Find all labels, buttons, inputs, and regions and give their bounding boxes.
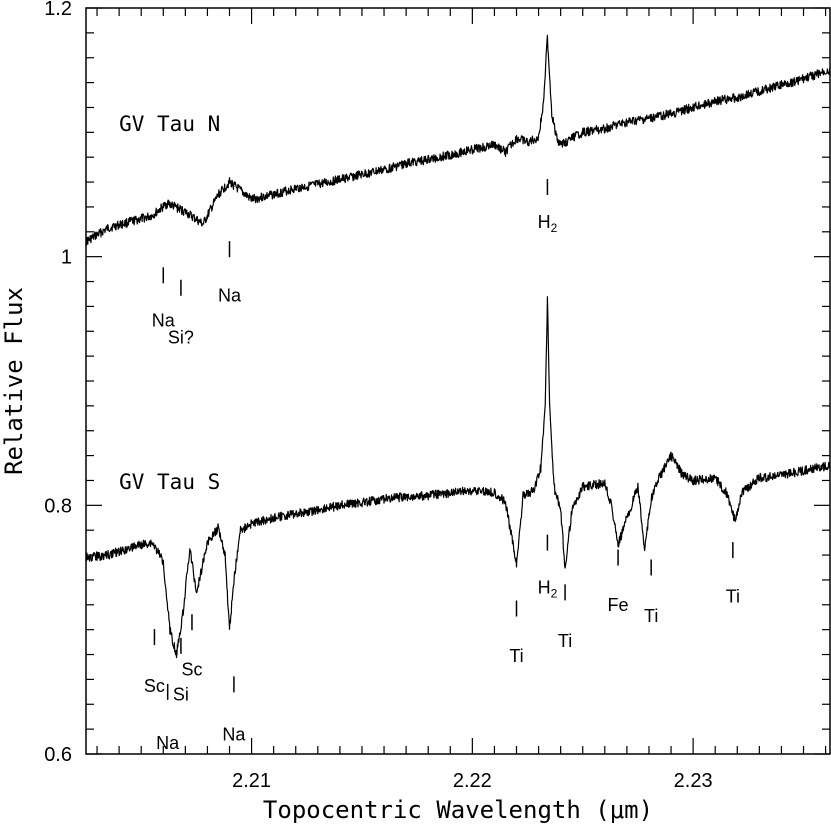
spectra bbox=[85, 34, 831, 659]
x-tick-label: 2.23 bbox=[674, 770, 713, 792]
line-id-label: Sc bbox=[144, 676, 165, 696]
line-id-label: Si bbox=[173, 685, 189, 705]
line-id-subscript: 2 bbox=[551, 587, 558, 601]
spectrum-line-south bbox=[85, 296, 831, 659]
y-tick-label: 0.6 bbox=[44, 744, 72, 766]
x-tick-label: 2.22 bbox=[453, 770, 492, 792]
line-id-label: Ti bbox=[558, 631, 572, 651]
y-tick-label: 1 bbox=[61, 247, 72, 269]
spectrum-line-north bbox=[85, 34, 831, 246]
line-id-label: H2 bbox=[538, 212, 558, 235]
y-tick-label: 0.8 bbox=[44, 495, 72, 517]
line-id-label: Na bbox=[152, 310, 176, 330]
line-id-subscript: 2 bbox=[551, 221, 558, 235]
line-id-label: Sc bbox=[181, 660, 202, 680]
x-tick-label: 2.21 bbox=[232, 770, 271, 792]
line-id-label: Ti bbox=[509, 646, 523, 666]
line-id-label: Na bbox=[218, 285, 242, 305]
y-axis-title: Relative Flux bbox=[0, 287, 28, 475]
line-id-label: Na bbox=[156, 733, 180, 753]
x-axis-title: Topocentric Wavelength (μm) bbox=[263, 796, 653, 824]
y-tick-label: 1.2 bbox=[44, 0, 72, 20]
line-id-label: Ti bbox=[644, 606, 658, 626]
line-id-label: Fe bbox=[608, 595, 629, 615]
line-id-label: Ti bbox=[726, 586, 740, 606]
chart-text: 2.21 2.22 2.23 0.6 0.8 1 1.2 Topocentric Wavele… bbox=[0, 0, 713, 824]
line-id-label: Na bbox=[222, 724, 246, 744]
series-label-north: GV Tau N bbox=[119, 112, 220, 136]
tick-marks bbox=[86, 7, 830, 755]
series-label-south: GV Tau S bbox=[119, 470, 220, 494]
line-id-label: H2 bbox=[538, 578, 558, 601]
line-id-label: Si? bbox=[168, 328, 194, 348]
